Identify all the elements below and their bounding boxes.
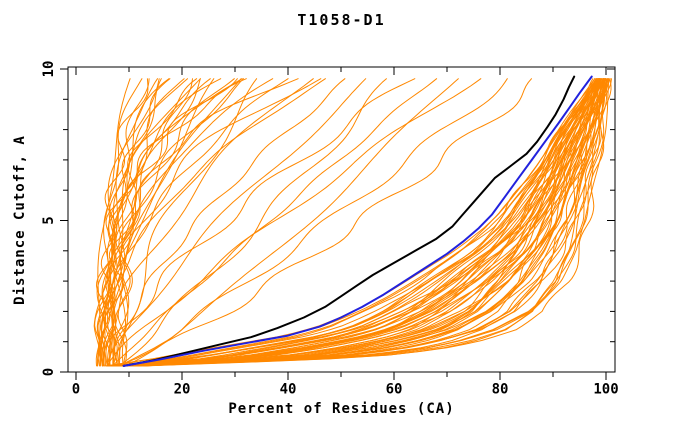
ensemble-curve	[133, 78, 612, 367]
ensemble-curve	[103, 78, 244, 367]
ensemble-curve	[106, 78, 598, 367]
ensemble-curve	[143, 78, 610, 367]
ensemble-curve	[133, 78, 603, 367]
x-tick-label: 40	[280, 382, 297, 398]
ensemble-curve	[99, 78, 242, 367]
ensemble-curve	[112, 78, 438, 367]
ensemble-curve	[118, 78, 387, 367]
ensemble-curve	[107, 78, 604, 367]
x-tick-label: 100	[593, 382, 618, 398]
reference-model-blue	[122, 75, 593, 367]
ensemble-curve	[106, 78, 600, 367]
x-tick-label: 80	[492, 382, 509, 398]
x-axis-label: Percent of Residues (CA)	[228, 401, 455, 417]
ensemble-curve	[128, 78, 609, 367]
ensemble-curve	[122, 78, 598, 367]
ensemble-curve	[144, 78, 600, 367]
ensemble-curve	[117, 78, 600, 367]
x-tick-label: 60	[386, 382, 403, 398]
ensemble-curve	[101, 78, 416, 367]
ensemble-curve	[127, 78, 602, 367]
ensemble-curve	[127, 78, 605, 367]
ensemble-curve	[116, 78, 258, 367]
ensemble-curve	[102, 78, 326, 367]
ensemble-curve	[100, 78, 143, 367]
y-tick-label: 10	[41, 61, 57, 78]
ensemble-curve	[139, 78, 611, 367]
ensemble-curve	[123, 78, 459, 367]
ensemble-curve	[138, 78, 608, 367]
y-tick-label: 0	[41, 368, 57, 376]
ensemble-curve	[106, 78, 367, 367]
ensemble-curve	[112, 78, 346, 367]
ensemble-curve	[133, 78, 599, 367]
ensemble-curve	[116, 78, 600, 367]
ensemble-curve	[106, 78, 215, 367]
ensemble-curve	[114, 78, 322, 367]
ensemble-curve	[107, 78, 201, 367]
ensemble-curve	[127, 78, 603, 367]
ensemble-curve	[106, 78, 606, 367]
y-tick-label: 5	[41, 216, 57, 224]
ensemble-curve	[117, 78, 299, 367]
ensemble-curve	[128, 78, 610, 367]
x-tick-label: 20	[174, 382, 191, 398]
ensemble-curve	[111, 78, 274, 367]
ensemble-curve	[119, 78, 243, 367]
ensemble-curve	[94, 78, 185, 367]
reference-model-black	[122, 75, 576, 367]
ensemble-curve	[112, 78, 602, 367]
ensemble-curve	[127, 78, 600, 367]
ensemble-curve	[104, 78, 238, 367]
ensemble-curve	[106, 78, 482, 367]
ensemble-curve	[117, 78, 508, 367]
x-tick-label: 0	[72, 382, 80, 398]
ensemble-curve	[113, 78, 532, 367]
ensemble-curve	[108, 78, 314, 367]
ensemble-curve	[143, 78, 600, 367]
ensemble-curve	[143, 78, 599, 367]
ensemble-curve	[110, 78, 604, 367]
ensemble-curve	[111, 78, 605, 367]
chart-title: T1058-D1	[297, 11, 386, 29]
ensemble-curve	[96, 78, 247, 367]
ensemble-curve	[122, 78, 600, 367]
ensemble-curve	[114, 78, 198, 367]
